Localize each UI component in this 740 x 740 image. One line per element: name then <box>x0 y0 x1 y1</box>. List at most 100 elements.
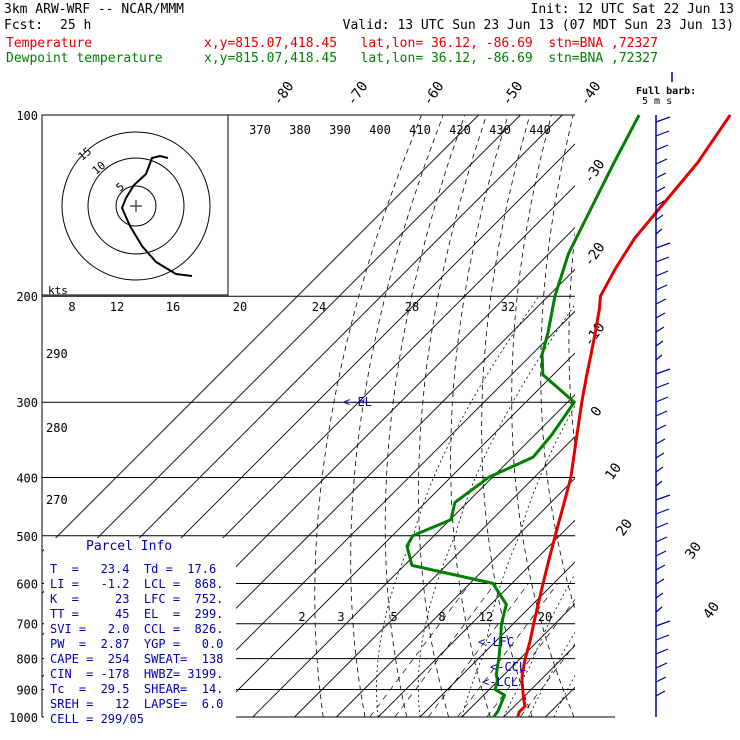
lfc-marker: <-LFC <box>478 635 514 649</box>
dry-adiabat <box>722 115 740 717</box>
wind-barb <box>655 326 665 333</box>
parcel-row: T = 23.4 Td = 17.6 <box>50 562 217 576</box>
dry-adiabat <box>384 115 466 717</box>
parcel-row: SREH = 12 LAPSE= 6.0 <box>50 697 224 711</box>
parcel-row: SVI = 2.0 CCL = 826. <box>50 622 224 636</box>
pressure-tick-label: 800 <box>16 653 38 667</box>
wind-barb <box>655 522 669 529</box>
wind-barb <box>655 676 667 683</box>
mixing-ratio-line <box>369 583 471 717</box>
moist-adiabat <box>461 404 575 717</box>
wind-barbs <box>655 72 673 717</box>
wind-barb <box>655 270 669 277</box>
wind-barb <box>655 214 664 221</box>
wind-barb <box>655 536 668 543</box>
wind-barb <box>655 592 664 599</box>
barb-legend-unit: 5 m s <box>642 96 673 107</box>
sounding-curves <box>405 114 732 718</box>
pressure-tick-label: 100 <box>16 109 38 123</box>
temperature-location: x,y=815.07,418.45 lat,lon= 36.12, -86.69… <box>204 36 658 51</box>
wind-barb <box>655 634 670 641</box>
isotherm <box>545 686 575 717</box>
moist-adiabat <box>376 295 540 717</box>
wind-barb <box>655 354 663 361</box>
wind-barb <box>655 508 670 515</box>
parcel-row: LI = -1.2 LCL = 868. <box>50 577 224 591</box>
isotherm-label: -50 <box>499 79 527 109</box>
wind-barb <box>655 172 667 179</box>
mixing-ratio-lower-label: 5 <box>390 610 397 624</box>
moist-adiabat <box>417 303 575 717</box>
isotherm-label: -70 <box>344 79 372 109</box>
moist-adiabat <box>503 573 575 717</box>
dewpoint-curve <box>405 114 641 718</box>
wind-barb <box>655 564 666 571</box>
wind-barb <box>655 480 663 487</box>
wind-barb <box>655 550 667 557</box>
wind-barb <box>655 662 668 669</box>
wind-barb <box>655 298 667 305</box>
parcel-row: CAPE = 254 SWEAT= 138 <box>50 652 224 666</box>
dry-adiabat <box>314 115 422 717</box>
model-title: 3km ARW-WRF -- NCAR/MMM <box>4 2 185 17</box>
wind-barb <box>655 340 664 347</box>
lcl-marker: <-LCL <box>482 675 518 689</box>
theta-label: 400 <box>369 123 391 137</box>
forecast-label: Fcst: <box>4 18 44 33</box>
dry-adiabat <box>511 115 575 717</box>
level-annotations: <-EL <-LFC <-CCL<-LCL <box>343 395 526 689</box>
mixing-ratio-label: 20 <box>233 300 247 314</box>
pressure-tick-label: 1000 <box>9 711 38 725</box>
wind-barb <box>655 144 669 151</box>
dry-adiabats <box>314 115 740 717</box>
isotherm-label: -20 <box>581 240 609 270</box>
isotherm <box>377 519 575 717</box>
wind-barb <box>655 382 670 389</box>
init-time: Init: 12 UTC Sat 22 Jun 13 <box>530 2 735 17</box>
parcel-row: TT = 45 EL = 299. <box>50 607 224 621</box>
pressure-tick-label: 200 <box>16 290 38 304</box>
wind-barb <box>655 130 670 137</box>
dry-adiabat <box>481 115 533 717</box>
wind-barb <box>655 284 668 291</box>
parcel-info-title: Parcel Info <box>86 539 173 554</box>
adiabat-label: 290 <box>46 347 68 361</box>
wind-barb <box>655 186 666 193</box>
hodograph-trace <box>120 154 193 277</box>
dry-adiabat <box>568 230 575 450</box>
isotherm-label: 0 <box>588 404 606 420</box>
mixing-ratio-lower-label: 2 <box>298 610 305 624</box>
parcel-info-panel: Parcel Info T = 23.4 Td = 17.6 LI = -1.2… <box>44 538 236 734</box>
isotherm <box>42 115 479 553</box>
mixing-ratio-label: 12 <box>110 300 124 314</box>
mixing-ratio-line <box>394 583 496 717</box>
parcel-row: CELL = 299/05 <box>50 712 144 726</box>
hodograph-ring <box>87 157 185 255</box>
isotherm <box>503 644 575 717</box>
mixing-ratio-label: 32 <box>501 300 515 314</box>
isotherm-label: -40 <box>577 79 605 109</box>
dry-adiabat <box>596 115 699 717</box>
parcel-row: Tc = 29.5 SHEAR= 14. <box>50 682 224 696</box>
wind-barb <box>655 116 671 123</box>
temperature-curve <box>516 114 732 718</box>
mixing-ratio-label: 16 <box>166 300 180 314</box>
mixing-ratio-lower-label: 3 <box>337 610 344 624</box>
moist-adiabat <box>528 631 575 717</box>
isotherm <box>294 435 575 717</box>
isotherm <box>252 394 575 717</box>
pressure-tick-label: 900 <box>16 683 38 697</box>
mixing-ratio-lines <box>369 583 575 717</box>
ccl-marker: <-CCL <box>490 660 526 674</box>
mixing-ratio-line <box>520 643 575 717</box>
dewpoint-location: x,y=815.07,418.45 lat,lon= 36.12, -86.69… <box>204 51 658 66</box>
isotherm-label: -80 <box>270 79 298 109</box>
valid-time: Valid: 13 UTC Sun 23 Jun 13 (07 MDT Sun … <box>342 18 734 33</box>
isotherm <box>42 115 521 595</box>
wind-barb <box>655 158 668 165</box>
hodograph-ring <box>115 185 157 227</box>
isotherm-label: 40 <box>700 599 723 622</box>
adiabat-label: 280 <box>46 421 68 435</box>
